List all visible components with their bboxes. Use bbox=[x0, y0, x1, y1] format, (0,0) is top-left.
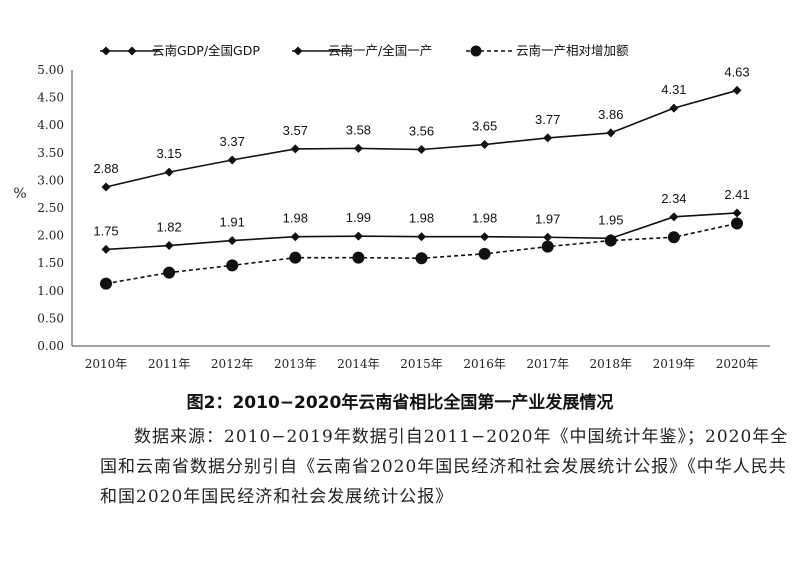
x-tick-label: 2013年 bbox=[274, 357, 317, 371]
y-tick-label: 3.50 bbox=[37, 146, 64, 160]
legend-label-2: 云南一产相对增加额 bbox=[516, 43, 629, 58]
legend-label-0: 云南GDP/全国GDP bbox=[152, 43, 260, 58]
x-tick-label: 2015年 bbox=[400, 357, 443, 371]
x-tick-label: 2012年 bbox=[211, 357, 254, 371]
legend-marker-1 bbox=[293, 46, 303, 56]
series-0-point bbox=[732, 208, 742, 218]
series-0-point bbox=[417, 232, 426, 242]
series-1-data-label: 4.63 bbox=[724, 64, 749, 79]
source-note: 数据来源：2010−2019年数据引自2011−2020年《中国统计年鉴》；20… bbox=[100, 427, 789, 507]
series-2-point bbox=[226, 259, 239, 272]
series-1-point bbox=[417, 144, 426, 154]
series-2-point bbox=[667, 231, 680, 244]
line-chart: 0.00 0.50 1.00 1.50 2.00 2.50 3.00 3.50 4.00 4.50… bbox=[13, 43, 770, 371]
series-0-point bbox=[353, 231, 363, 241]
x-tick-label: 2020年 bbox=[716, 357, 759, 371]
series-1-data-label: 3.77 bbox=[535, 112, 560, 127]
series-1-point bbox=[101, 182, 111, 192]
series-0-data-label: 1.91 bbox=[220, 215, 245, 230]
series-1-point bbox=[353, 143, 363, 153]
series-line-1 bbox=[105, 89, 738, 188]
y-axis-label: % bbox=[13, 186, 26, 202]
series-1-data-label: 3.86 bbox=[598, 107, 623, 122]
y-tick-label: 5.00 bbox=[37, 63, 64, 77]
series-1-data-label: 3.58 bbox=[346, 122, 371, 137]
y-tick-label: 4.00 bbox=[37, 118, 64, 132]
series-2-point bbox=[100, 277, 112, 290]
legend-label-1: 云南一产/全国一产 bbox=[328, 43, 432, 58]
series-1-point bbox=[732, 85, 742, 95]
series-0-data-label: 1.82 bbox=[156, 220, 181, 235]
series-0-data-label: 2.41 bbox=[724, 187, 749, 202]
series-2-point bbox=[478, 247, 491, 260]
series-1-point bbox=[606, 128, 616, 138]
series-0-point bbox=[543, 232, 553, 242]
x-tick-label: 2017年 bbox=[526, 357, 569, 371]
series-2-point bbox=[541, 240, 554, 253]
y-tick-label: 3.00 bbox=[37, 173, 64, 187]
y-tick-label: 2.50 bbox=[37, 201, 64, 215]
series-0-point bbox=[164, 241, 174, 251]
legend-marker-0 bbox=[101, 46, 111, 56]
series-2-point bbox=[415, 252, 428, 265]
x-tick-label: 2019年 bbox=[653, 357, 696, 371]
chart-canvas: 0.00 0.50 1.00 1.50 2.00 2.50 3.00 3.50 4.00 4.50… bbox=[13, 43, 770, 371]
series-0-point bbox=[480, 232, 490, 242]
series-0-data-label: 1.95 bbox=[598, 212, 623, 227]
x-tick-label: 2016年 bbox=[463, 357, 506, 371]
series-0-point bbox=[227, 236, 237, 246]
series-1-point bbox=[543, 133, 553, 143]
series-1-point bbox=[164, 167, 174, 177]
series-0-data-label: 1.75 bbox=[93, 223, 118, 238]
series-0-data-label: 1.99 bbox=[346, 210, 371, 225]
y-tick-label: 0.50 bbox=[37, 311, 64, 325]
series-0-data-label: 1.97 bbox=[535, 211, 560, 226]
series-1-point bbox=[480, 140, 490, 150]
y-tick-label: 2.00 bbox=[37, 229, 64, 243]
figure-caption: 图2：2010−2020年云南省相比全国第一产业发展情况 bbox=[186, 393, 614, 413]
legend-marker-2 bbox=[470, 45, 482, 57]
series-1-point bbox=[290, 144, 300, 154]
y-tick-label: 4.50 bbox=[37, 91, 64, 105]
y-tick-label: 1.50 bbox=[37, 256, 64, 270]
series-0-point bbox=[669, 212, 679, 222]
series-2-point bbox=[352, 251, 365, 264]
series-0-point bbox=[290, 232, 300, 242]
series-0-data-label: 1.98 bbox=[472, 211, 497, 226]
series-1-data-label: 3.15 bbox=[156, 146, 181, 161]
series-0-data-label: 2.34 bbox=[661, 191, 686, 206]
series-2-point bbox=[604, 234, 617, 247]
x-tick-label: 2011年 bbox=[148, 357, 191, 371]
series-1-point bbox=[227, 155, 237, 165]
series-0-data-label: 1.98 bbox=[409, 211, 434, 226]
x-tick-label: 2014年 bbox=[337, 357, 380, 371]
y-tick-label: 0.00 bbox=[37, 339, 64, 353]
series-1-data-label: 4.31 bbox=[661, 82, 686, 97]
series-2-point bbox=[163, 266, 176, 279]
legend-marker-0 bbox=[127, 46, 137, 56]
x-tick-label: 2010年 bbox=[85, 357, 128, 371]
series-1-data-label: 3.37 bbox=[220, 134, 245, 149]
series-2-point bbox=[731, 217, 743, 230]
series-1-data-label: 3.65 bbox=[472, 119, 497, 134]
series-1-data-label: 3.56 bbox=[409, 123, 434, 138]
series-1-data-label: 3.57 bbox=[283, 123, 308, 138]
x-tick-label: 2018年 bbox=[590, 357, 633, 371]
series-1-point bbox=[669, 103, 679, 113]
series-2-point bbox=[289, 251, 302, 264]
series-0-point bbox=[101, 244, 111, 254]
series-0-data-label: 1.98 bbox=[283, 211, 308, 226]
y-tick-label: 1.00 bbox=[37, 284, 64, 298]
series-1-data-label: 2.88 bbox=[93, 161, 118, 176]
